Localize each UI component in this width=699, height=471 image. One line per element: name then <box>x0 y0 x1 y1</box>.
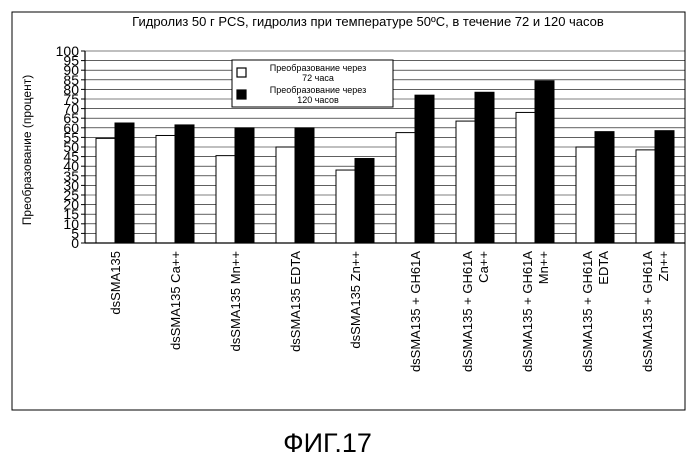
bar-120h <box>654 130 675 244</box>
y-tick-label: 95 <box>63 53 79 69</box>
x-tick-label: dsSMA135 + GH61A <box>520 251 535 372</box>
bar-120h <box>594 131 615 244</box>
x-tick-label: dsSMA135 + GH61A <box>640 251 655 372</box>
bar-72h <box>395 132 416 244</box>
bar-120h <box>234 127 255 244</box>
x-tick-label: dsSMA135 Ca++ <box>168 251 183 350</box>
bar-72h <box>575 146 596 244</box>
y-tick-label: 80 <box>63 81 79 97</box>
bar-72h <box>275 146 296 244</box>
x-tick-label: dsSMA135 + GH61A <box>408 251 423 372</box>
y-tick-label: 0 <box>71 235 79 251</box>
legend-swatch-72h <box>236 67 247 78</box>
y-tick-label: 50 <box>63 139 79 155</box>
y-tick-label: 35 <box>63 168 79 184</box>
y-tick-label: 5 <box>71 225 79 241</box>
y-tick-label: 30 <box>63 177 79 193</box>
x-tick-label: dsSMA135 + GH61A <box>460 251 475 372</box>
y-tick-label: 40 <box>63 158 79 174</box>
y-tick-label: 100 <box>56 43 80 59</box>
bar-120h <box>294 127 315 244</box>
bars <box>95 80 675 244</box>
bar-120h <box>534 80 555 244</box>
axes <box>84 51 685 244</box>
y-tick-label: 25 <box>63 187 79 203</box>
y-tick-label: 60 <box>63 120 79 136</box>
y-tick-label: 70 <box>63 101 79 117</box>
x-tick-label: dsSMA135 EDTA <box>288 251 303 352</box>
x-tick-label: Ca++ <box>476 251 491 283</box>
x-tick-label: Mn++ <box>536 251 551 284</box>
legend-label: Преобразование через <box>270 63 366 73</box>
y-tick-label: 55 <box>63 129 79 145</box>
x-tick-labels: dsSMA135 dsSMA135 Ca++ dsSMA135 Mn++ dsSMA1… <box>108 251 671 372</box>
y-tick-label: 75 <box>63 91 79 107</box>
bar-120h <box>114 122 135 244</box>
bar-72h <box>515 111 536 244</box>
x-tick-label: dsSMA135 <box>108 251 123 315</box>
legend-swatch-120h <box>236 89 247 100</box>
bar-72h <box>455 120 476 244</box>
bar-72h <box>635 149 656 244</box>
x-tick-label: dsSMA135 Zn++ <box>348 251 363 349</box>
y-tick-labels: 0510152025303540455055606570758085909510… <box>56 43 80 251</box>
bar-120h <box>414 94 435 244</box>
y-tick-label: 10 <box>63 216 79 232</box>
figure-caption: ФИГ.17 <box>283 428 372 458</box>
legend-label: 120 часов <box>297 95 339 105</box>
bar-72h <box>95 137 116 244</box>
y-tick-label: 85 <box>63 72 79 88</box>
bar-120h <box>354 158 375 244</box>
y-tick-label: 45 <box>63 149 79 165</box>
x-tick-label: dsSMA135 + GH61A <box>580 251 595 372</box>
y-tick-label: 90 <box>63 62 79 78</box>
legend-label: 72 часа <box>302 73 334 83</box>
legend-label: Преобразование через <box>270 85 366 95</box>
chart-title: Гидролиз 50 г PCS, гидролиз при температ… <box>132 14 604 29</box>
bar-72h <box>155 134 176 244</box>
y-tick-label: 65 <box>63 110 79 126</box>
x-tick-label: Zn++ <box>656 251 671 281</box>
legend-box <box>231 59 394 108</box>
y-axis-label: Преобразование (процент) <box>20 75 34 225</box>
bar-72h <box>215 155 236 244</box>
x-tick-label: EDTA <box>596 251 611 285</box>
y-tick-label: 15 <box>63 206 79 222</box>
y-tick-label: 20 <box>63 197 79 213</box>
bar-120h <box>174 124 195 244</box>
x-tick-label: dsSMA135 Mn++ <box>228 251 243 351</box>
bar-72h <box>335 169 356 244</box>
bar-120h <box>474 91 495 244</box>
